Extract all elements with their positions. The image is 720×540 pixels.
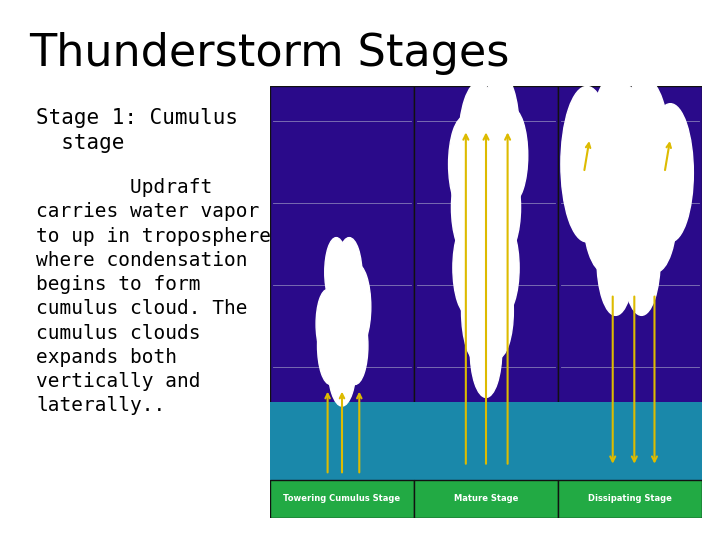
Text: Dissipating Stage: Dissipating Stage — [588, 495, 672, 503]
Bar — [270, 86, 414, 518]
Text: Towering Cumulus Stage: Towering Cumulus Stage — [284, 495, 400, 503]
Circle shape — [325, 238, 348, 307]
Bar — [414, 402, 558, 480]
Bar — [414, 86, 558, 518]
Text: Stage 1: Cumulus
  stage: Stage 1: Cumulus stage — [36, 108, 238, 153]
Circle shape — [582, 143, 626, 272]
Circle shape — [328, 320, 356, 406]
Circle shape — [496, 108, 528, 203]
Text: Thunderstorm Stages: Thunderstorm Stages — [29, 32, 509, 76]
Circle shape — [618, 78, 670, 233]
Circle shape — [590, 73, 642, 229]
Circle shape — [561, 86, 613, 242]
Circle shape — [647, 104, 693, 242]
Circle shape — [487, 220, 519, 315]
Circle shape — [342, 264, 371, 350]
Bar — [270, 402, 414, 480]
Circle shape — [489, 160, 521, 255]
Circle shape — [453, 220, 485, 315]
Circle shape — [623, 203, 660, 315]
Text: Updraft
carries water vapor
to up in troposphere
where condensation
begins to fo: Updraft carries water vapor to up in tro… — [36, 178, 271, 415]
Bar — [558, 480, 702, 518]
Circle shape — [459, 82, 499, 203]
Bar — [558, 86, 702, 518]
Circle shape — [482, 73, 519, 186]
Circle shape — [470, 302, 502, 397]
Circle shape — [451, 160, 483, 255]
Circle shape — [316, 289, 339, 359]
Circle shape — [462, 259, 496, 363]
Circle shape — [467, 134, 505, 246]
Bar — [270, 480, 414, 518]
Circle shape — [318, 307, 343, 384]
Circle shape — [336, 238, 362, 315]
Circle shape — [449, 117, 480, 212]
Circle shape — [482, 264, 513, 359]
Bar — [414, 480, 558, 518]
Circle shape — [329, 281, 355, 359]
Bar — [558, 402, 702, 480]
Circle shape — [597, 203, 634, 315]
Circle shape — [469, 199, 503, 302]
Circle shape — [342, 307, 368, 384]
Circle shape — [607, 130, 653, 268]
Circle shape — [634, 143, 678, 272]
Text: Mature Stage: Mature Stage — [454, 495, 518, 503]
